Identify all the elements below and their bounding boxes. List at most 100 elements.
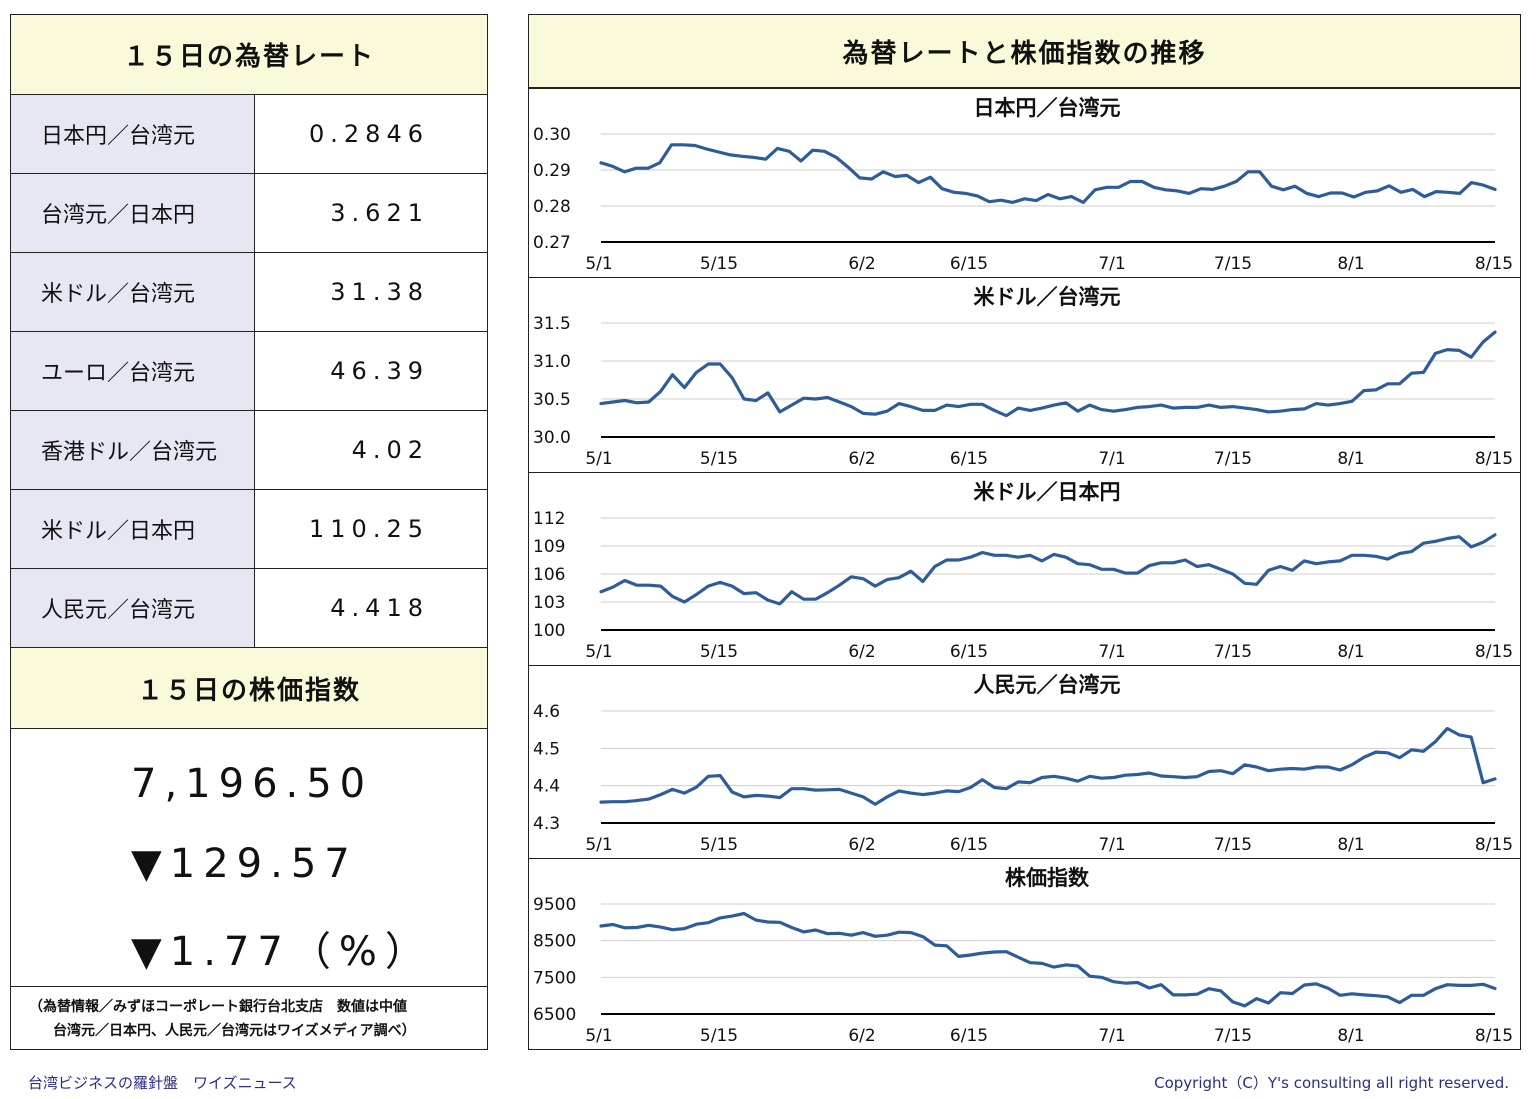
x-tick-label: 5/1 — [585, 642, 612, 662]
x-tick-label: 5/1 — [585, 1026, 612, 1046]
left-panel: １５日の為替レート 日本円／台湾元 0.2846 台湾元／日本円 3.621 米ドル／台… — [10, 14, 488, 1050]
line-chart: 人民元／台湾元 4.6 4.5 4.4 4.3 5/1 5/15 6/2 6/15 7/1 7/15… — [533, 673, 1513, 855]
rate-value: 110.25 — [309, 515, 429, 543]
x-tick-label: 6/2 — [848, 1026, 875, 1046]
x-tick-label: 7/1 — [1098, 254, 1125, 274]
x-tick-label: 7/15 — [1214, 254, 1252, 274]
x-tick-label: 6/2 — [848, 642, 875, 662]
stock-value: 7,196.50 — [131, 761, 374, 807]
x-tick-label: 8/15 — [1475, 254, 1513, 274]
footer-left: 台湾ビジネスの羅針盤 ワイズニュース — [28, 1074, 297, 1092]
series-line — [599, 143, 1497, 205]
x-tick-label: 7/15 — [1214, 1026, 1252, 1046]
x-tick-label: 6/15 — [950, 835, 988, 855]
source-note: （為替情報／みずほコーポレート銀行台北支店 数値は中値 台湾元／日本円、人民元／… — [11, 987, 487, 1043]
charts-header: 為替レートと株価指数の推移 — [529, 15, 1520, 88]
y-tick-label: 0.30 — [533, 125, 571, 145]
x-tick-label: 6/15 — [950, 254, 988, 274]
x-tick-label: 8/1 — [1337, 449, 1364, 469]
x-tick-label: 8/1 — [1337, 254, 1364, 274]
y-tick-label: 4.5 — [533, 739, 560, 759]
x-tick-label: 5/1 — [585, 835, 612, 855]
y-tick-label: 106 — [533, 565, 565, 585]
footer-right: Copyright（C）Y's consulting all right res… — [1154, 1074, 1509, 1092]
rate-row: 台湾元／日本円 3.621 — [11, 174, 487, 253]
x-tick-label: 7/1 — [1098, 835, 1125, 855]
y-tick-label: 6500 — [533, 1005, 576, 1025]
x-tick-label: 8/1 — [1337, 835, 1364, 855]
chart-panel: 米ドル／日本円 112 109 106 103 100 5/1 5/15 6/2 6/15 7/1 7… — [529, 472, 1520, 665]
chart-title: 日本円／台湾元 — [974, 96, 1121, 120]
y-tick-label: 8500 — [533, 932, 576, 952]
rate-name: 香港ドル／台湾元 — [11, 411, 255, 489]
x-tick-label: 7/15 — [1214, 835, 1252, 855]
chart-title: 人民元／台湾元 — [974, 673, 1121, 697]
rate-row: 香港ドル／台湾元 4.02 — [11, 411, 487, 490]
chart-panel: 人民元／台湾元 4.6 4.5 4.4 4.3 5/1 5/15 6/2 6/15 7/1 7/15… — [529, 665, 1520, 858]
rate-value: 31.38 — [330, 278, 429, 306]
y-tick-label: 9500 — [533, 895, 576, 915]
x-tick-label: 7/15 — [1214, 449, 1252, 469]
x-tick-label: 8/1 — [1337, 642, 1364, 662]
x-tick-label: 8/15 — [1475, 835, 1513, 855]
chart-title: 株価指数 — [1005, 866, 1090, 890]
chart-panel: 日本円／台湾元 0.30 0.29 0.28 0.27 5/1 5/15 6/2 6/15 7/1… — [529, 88, 1520, 277]
rate-name: 人民元／台湾元 — [11, 569, 255, 647]
x-tick-label: 7/1 — [1098, 449, 1125, 469]
line-chart: 米ドル／日本円 112 109 106 103 100 5/1 5/15 6/2 6/15 7/1 7… — [533, 480, 1513, 662]
rate-name: 米ドル／台湾元 — [11, 253, 255, 331]
y-tick-label: 0.28 — [533, 197, 571, 217]
y-tick-label: 7500 — [533, 968, 576, 988]
chart-panel: 米ドル／台湾元 31.5 31.0 30.5 30.0 5/1 5/15 6/2 6/15 7/1… — [529, 277, 1520, 472]
rate-row: 米ドル／日本円 110.25 — [11, 490, 487, 569]
rate-row: 日本円／台湾元 0.2846 — [11, 95, 487, 174]
y-tick-label: 30.0 — [533, 428, 571, 448]
y-tick-label: 4.4 — [533, 777, 560, 797]
x-tick-label: 5/15 — [700, 835, 738, 855]
right-panel: 為替レートと株価指数の推移 日本円／台湾元 0.30 0.29 0.28 0.27 5/1… — [528, 14, 1521, 1050]
x-tick-label: 5/15 — [700, 254, 738, 274]
y-tick-label: 100 — [533, 621, 565, 641]
series-line — [599, 330, 1497, 418]
rate-value: 4.418 — [330, 594, 429, 622]
rate-value: 46.39 — [330, 357, 429, 385]
x-tick-label: 7/1 — [1098, 642, 1125, 662]
rate-name: 米ドル／日本円 — [11, 490, 255, 568]
x-tick-label: 8/15 — [1475, 449, 1513, 469]
rate-row: ユーロ／台湾元 46.39 — [11, 332, 487, 411]
chart-panel: 株価指数 9500 8500 7500 6500 5/1 5/15 6/2 6/15 7/1 7/1… — [529, 858, 1520, 1049]
series-line — [599, 911, 1497, 1008]
x-tick-label: 6/2 — [848, 254, 875, 274]
x-tick-label: 6/15 — [950, 449, 988, 469]
rate-table: 日本円／台湾元 0.2846 台湾元／日本円 3.621 米ドル／台湾元 31.38 ユーロ… — [11, 95, 487, 648]
rate-row: 人民元／台湾元 4.418 — [11, 569, 487, 648]
y-tick-label: 4.3 — [533, 814, 560, 834]
y-tick-label: 31.0 — [533, 352, 571, 372]
chart-title: 米ドル／台湾元 — [974, 285, 1121, 309]
source-line-2: 台湾元／日本円、人民元／台湾元はワイズメディア調べ） — [53, 1023, 416, 1039]
series-line — [599, 726, 1497, 806]
line-chart: 米ドル／台湾元 31.5 31.0 30.5 30.0 5/1 5/15 6/2 6/15 7/1… — [533, 285, 1513, 469]
x-tick-label: 6/15 — [950, 1026, 988, 1046]
stock-change-pct: ▼1.77（%） — [131, 929, 433, 975]
x-tick-label: 7/1 — [1098, 1026, 1125, 1046]
rates-header: １５日の為替レート — [11, 15, 487, 95]
x-tick-label: 6/2 — [848, 449, 875, 469]
x-tick-label: 6/2 — [848, 835, 875, 855]
series-line — [599, 533, 1497, 606]
x-tick-label: 8/1 — [1337, 1026, 1364, 1046]
rate-name: 台湾元／日本円 — [11, 174, 255, 252]
x-tick-label: 5/1 — [585, 254, 612, 274]
x-tick-label: 6/15 — [950, 642, 988, 662]
chart-title: 米ドル／日本円 — [974, 480, 1121, 504]
y-tick-label: 4.6 — [533, 702, 560, 722]
stock-box: 7,196.50 ▼129.57 ▼1.77（%） — [11, 729, 487, 987]
stock-header: １５日の株価指数 — [11, 648, 487, 729]
y-tick-label: 0.27 — [533, 233, 571, 253]
line-chart: 日本円／台湾元 0.30 0.29 0.28 0.27 5/1 5/15 6/2 6/15 7/1… — [533, 96, 1513, 274]
source-line-1: （為替情報／みずほコーポレート銀行台北支店 数値は中値 — [29, 999, 407, 1015]
rate-value: 0.2846 — [309, 120, 429, 148]
x-tick-label: 7/15 — [1214, 642, 1252, 662]
x-tick-label: 5/1 — [585, 449, 612, 469]
rate-name: 日本円／台湾元 — [11, 95, 255, 173]
